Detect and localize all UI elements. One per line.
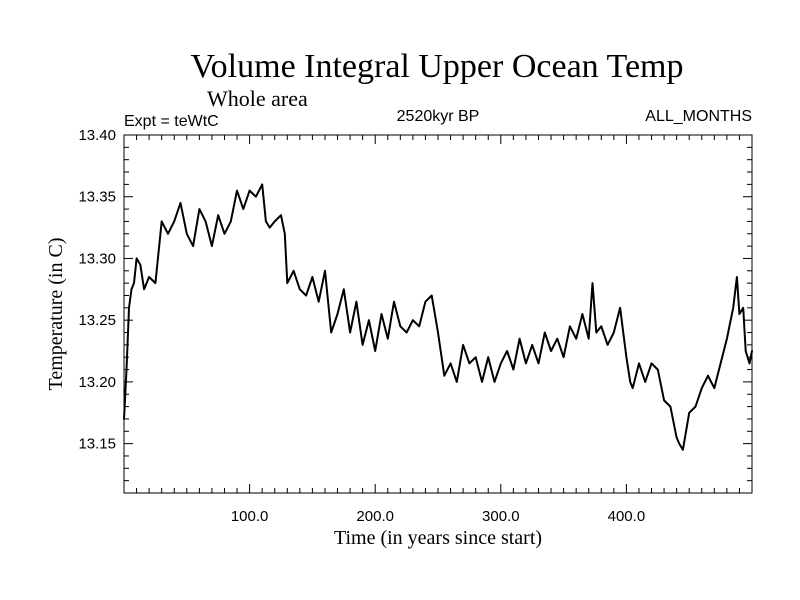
experiment-label: Expt = teWtC — [124, 113, 219, 130]
y-tick-label: 13.35 — [78, 189, 116, 206]
y-tick-label: 13.15 — [78, 436, 116, 453]
x-tick-label: 400.0 — [608, 508, 646, 525]
y-axis-ticks: 13.15 13.20 13.25 13.30 13.35 13.40 — [78, 127, 752, 482]
chart-subtitle: Whole area — [207, 86, 308, 111]
y-tick-label: 13.25 — [78, 312, 116, 329]
chart-title: Volume Integral Upper Ocean Temp — [191, 48, 684, 85]
y-tick-label: 13.40 — [78, 127, 116, 144]
x-tick-label: 200.0 — [356, 508, 394, 525]
x-tick-label: 300.0 — [482, 508, 520, 525]
x-axis-ticks: 100.0 200.0 300.0 400.0 — [136, 135, 740, 525]
y-axis-label: Temperature (in C) — [45, 238, 67, 391]
period-label: 2520kyr BP — [397, 108, 480, 125]
x-tick-label: 100.0 — [231, 508, 269, 525]
plot-frame — [123, 134, 753, 494]
y-tick-label: 13.30 — [78, 250, 116, 267]
months-label: ALL_MONTHS — [645, 108, 752, 125]
y-tick-label: 13.20 — [78, 374, 116, 391]
temperature-series-line — [123, 183, 753, 451]
x-axis-label: Time (in years since start) — [334, 527, 542, 549]
